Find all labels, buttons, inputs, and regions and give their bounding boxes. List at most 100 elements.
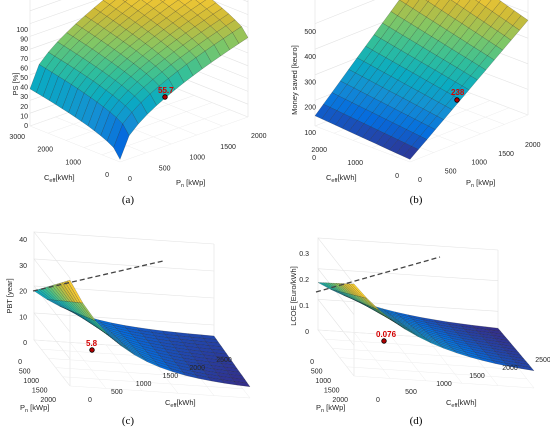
panel-a-ylabel: Pn [kWp] [176, 178, 205, 189]
tick-label: 0 [376, 397, 380, 404]
panel-a-ticks: 0102030405060708090100010002000300005001… [9, 27, 266, 183]
tick-label: 3000 [9, 134, 25, 141]
tick-label: 0 [88, 397, 92, 404]
reference-line [32, 260, 164, 292]
tick-label: 2000 [40, 397, 56, 404]
tick-label: 300 [304, 79, 316, 86]
tick-label: 1500 [469, 373, 485, 380]
panel-c-surface [32, 260, 251, 387]
tick-label: 90 [20, 37, 28, 44]
tick-label: 0 [312, 155, 316, 162]
panel-c-gridlines [33, 231, 251, 399]
tick-label: 0 [305, 329, 309, 336]
tick-label: 70 [20, 56, 28, 63]
gridline [339, 357, 520, 370]
tick-label: 2000 [189, 365, 205, 372]
gridline [353, 332, 391, 379]
surface-patch [402, 146, 419, 160]
tick-label: 400 [304, 54, 316, 61]
panel-d-xlabel: Ceff[kWh] [446, 398, 477, 409]
tick-label: 0 [418, 177, 422, 184]
tick-label: 0 [105, 172, 109, 179]
panel-c-xlabel: Ceff[kWh] [165, 398, 196, 409]
tick-label: 0.3 [299, 251, 309, 258]
tick-label: 500 [19, 369, 31, 376]
surface-patch [122, 0, 128, 2]
reference-line [315, 256, 441, 293]
panel-c-ylabel: Pn [kWp] [20, 403, 49, 414]
tick-label: 2000 [37, 147, 53, 154]
panel-d-caption: (d) [410, 415, 423, 427]
panel-b-surface [314, 0, 529, 160]
panel-b-caption: (b) [410, 194, 423, 206]
panel-c-ticks: 0 10 20 30 40 0 500 1000 1500 2000 2500 0 500 1000 150… [18, 237, 232, 404]
panel-a-surface [29, 0, 249, 160]
panel-b-marker-label: 238 [451, 88, 465, 97]
panel-d-ylabel: Pn [kWp] [316, 403, 345, 414]
tick-label: 2500 [535, 357, 550, 364]
panel-c-marker [89, 347, 95, 353]
tick-label: 30 [20, 94, 28, 101]
panel-b-xlabel: Ceff[kWh] [326, 173, 357, 184]
surface-patch [475, 0, 481, 3]
tick-label: 0.2 [299, 277, 309, 284]
panel-c-zlabel: PBT [year] [5, 278, 14, 313]
tick-label: 30 [19, 263, 27, 270]
tick-label: 100 [304, 130, 316, 137]
panel-c-marker-label: 5.8 [86, 339, 98, 348]
panel-d-marker-label: 0.076 [376, 330, 397, 339]
gridline [69, 342, 107, 389]
gridline [119, 116, 249, 163]
gridline [29, 125, 121, 163]
tick-label: 0 [24, 123, 28, 130]
tick-label: 500 [445, 168, 457, 175]
tick-label: 500 [405, 389, 417, 396]
tick-label: 500 [159, 165, 171, 172]
tick-label: 1500 [324, 388, 340, 395]
tick-label: 2000 [251, 133, 267, 140]
gridline [353, 375, 535, 389]
panel-a-marker [162, 94, 168, 100]
tick-label: 1500 [32, 388, 48, 395]
tick-label: 10 [19, 314, 27, 321]
panel-d-zlabel: LCOE [Euro/kWh] [289, 266, 298, 326]
panel-d-gridlines [317, 237, 535, 389]
gridline [317, 237, 499, 285]
panel-a-zlabel: PS [%] [11, 73, 20, 96]
tick-label: 10 [20, 113, 28, 120]
surface-patch [113, 123, 130, 160]
tick-label: 0.1 [299, 303, 309, 310]
surface-patch [159, 0, 166, 3]
tick-label: 500 [304, 29, 316, 36]
panel-b-ticks: 0100200300400500010002000050010001500200… [304, 29, 540, 184]
panel-b-zlabel: Money saved [keuro] [290, 45, 299, 115]
surface-patch [234, 381, 251, 387]
panel-a-xlabel: Ceff[kWh] [44, 173, 75, 184]
tick-label: 1000 [23, 378, 39, 385]
tick-label: 20 [19, 289, 27, 296]
panel-b: 0100200300400500010002000050010001500200… [290, 0, 541, 206]
tick-label: 1000 [347, 160, 363, 167]
gridline [33, 231, 215, 279]
gridline [317, 329, 355, 377]
tick-label: 2000 [332, 397, 348, 404]
tick-label: 1500 [498, 151, 514, 158]
tick-label: 1500 [220, 144, 236, 151]
gridline [62, 376, 243, 390]
panel-d-marker [381, 338, 387, 344]
tick-label: 2000 [525, 142, 541, 149]
panel-a: 0102030405060708090100010002000300005001… [9, 0, 267, 206]
tick-label: 1000 [65, 159, 81, 166]
gridline [425, 337, 463, 384]
tick-label: 40 [19, 237, 27, 244]
gridline [33, 339, 71, 387]
tick-label: 60 [20, 65, 28, 72]
panel-b-ylabel: Pn [kWp] [466, 178, 495, 189]
panel-a-caption: (a) [122, 194, 135, 206]
surface-patch [518, 365, 535, 371]
tick-label: 0 [128, 176, 132, 183]
tick-label: 0 [18, 359, 22, 366]
tick-label: 200 [304, 105, 316, 112]
tick-label: 2000 [502, 365, 518, 372]
